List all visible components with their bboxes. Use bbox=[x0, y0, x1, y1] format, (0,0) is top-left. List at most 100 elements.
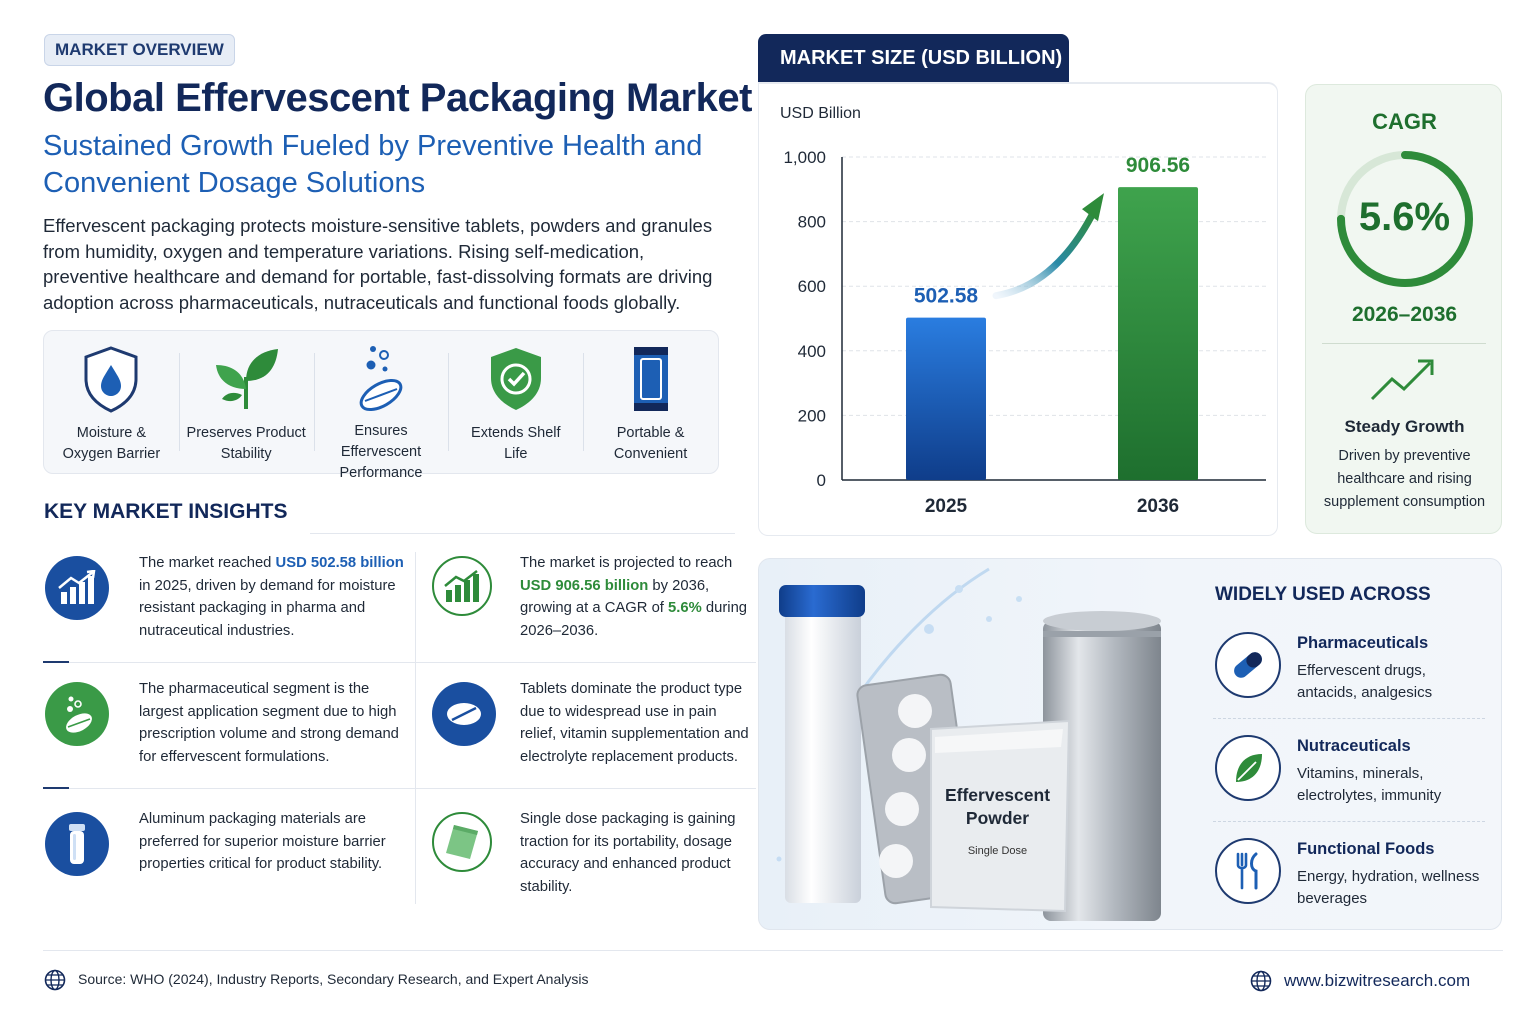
uses-divider bbox=[1213, 821, 1485, 822]
row-accent bbox=[43, 661, 69, 663]
globe-icon bbox=[1250, 970, 1272, 992]
growth-arrow bbox=[992, 207, 1098, 300]
trend-up-icon bbox=[1370, 359, 1434, 401]
capsule-icon bbox=[1215, 632, 1281, 698]
sachet-label: Effervescent Powder bbox=[944, 785, 1051, 828]
fizzing-tablet-icon bbox=[45, 682, 109, 746]
feature-shelf-life: Extends Shelf Life bbox=[448, 331, 583, 473]
highlight-cagr: 5.6% bbox=[668, 600, 702, 616]
aluminum-can bbox=[1043, 611, 1161, 921]
use-pharmaceuticals: Pharmaceuticals Effervescent drugs, anta… bbox=[1215, 632, 1485, 730]
chart-title-tab: MARKET SIZE (USD BILLION) bbox=[758, 34, 1069, 82]
sachet-icon bbox=[432, 812, 492, 872]
bar-2025 bbox=[906, 317, 986, 480]
leaf-icon bbox=[1215, 735, 1281, 801]
use-heading: Functional Foods bbox=[1297, 840, 1435, 858]
cagr-panel: CAGR 5.6% 2026–2036 Steady Growth Driven… bbox=[1305, 84, 1502, 534]
insight-aluminum: Aluminum packaging materials are preferr… bbox=[45, 794, 415, 916]
shield-check-icon bbox=[480, 343, 552, 415]
growth-arrow-head bbox=[1082, 193, 1104, 222]
use-nutraceuticals: Nutraceuticals Vitamins, minerals, elect… bbox=[1215, 735, 1485, 833]
cagr-ring bbox=[1337, 151, 1473, 287]
y-tick-label: 800 bbox=[798, 213, 826, 232]
use-description: Energy, hydration, wellness beverages bbox=[1297, 868, 1480, 907]
highlight-value: USD 906.56 billion bbox=[520, 577, 649, 594]
insight-text: Aluminum packaging materials are preferr… bbox=[139, 811, 386, 872]
highlight-value: USD 502.58 billion bbox=[275, 555, 404, 571]
y-tick-label: 1,000 bbox=[783, 148, 826, 167]
feature-portable: Portable & Convenient bbox=[583, 331, 718, 473]
bar-value-label: 502.58 bbox=[914, 285, 979, 308]
use-description: Vitamins, minerals, electrolytes, immuni… bbox=[1297, 765, 1442, 804]
cagr-value: 5.6% bbox=[1358, 195, 1451, 239]
feature-performance: Ensures Effervescent Performance bbox=[313, 331, 449, 481]
use-heading: Nutraceuticals bbox=[1297, 737, 1411, 755]
section-divider bbox=[310, 533, 735, 534]
footer-divider bbox=[43, 950, 1503, 951]
feature-label: Extends Shelf Life bbox=[471, 425, 561, 462]
x-tick-label: 2036 bbox=[1137, 496, 1179, 517]
insight-tablets: Tablets dominate the product type due to… bbox=[432, 664, 756, 786]
feature-label: Portable & Convenient bbox=[613, 425, 688, 462]
page-title: Global Effervescent Packaging Market bbox=[43, 76, 752, 120]
insight-text: Single dose packaging is gaining tractio… bbox=[520, 811, 736, 895]
market-overview-badge: MARKET OVERVIEW bbox=[44, 34, 235, 66]
feature-label: Preserves Product Stability bbox=[186, 425, 306, 462]
feature-label: Ensures Effervescent Performance bbox=[339, 423, 423, 481]
insight-market-2036: The market is projected to reach USD 906… bbox=[432, 538, 756, 660]
y-tick-label: 600 bbox=[798, 277, 826, 296]
insight-text: The market reached USD 502.58 billion in… bbox=[139, 555, 404, 639]
page-subtitle: Sustained Growth Fueled by Preventive He… bbox=[43, 130, 703, 199]
x-tick-label: 2025 bbox=[925, 496, 968, 517]
use-functional-foods: Functional Foods Energy, hydration, well… bbox=[1215, 838, 1485, 936]
feature-strip: Moisture & Oxygen Barrier Preserves Prod… bbox=[43, 330, 719, 481]
fork-knife-icon bbox=[1215, 838, 1281, 904]
y-tick-label: 200 bbox=[798, 406, 826, 425]
tablet-tube bbox=[779, 585, 865, 903]
insight-text: The pharmaceutical segment is the larges… bbox=[139, 681, 399, 765]
insight-pharma-segment: The pharmaceutical segment is the larges… bbox=[45, 664, 415, 786]
cagr-heading: Steady Growth bbox=[1344, 417, 1465, 436]
sachet-sublabel: Single Dose bbox=[967, 845, 1028, 857]
feature-label: Moisture & Oxygen Barrier bbox=[62, 425, 161, 462]
insight-text: The market is projected to reach USD 906… bbox=[520, 555, 748, 639]
product-illustration bbox=[776, 567, 1161, 921]
source-note: Source: WHO (2024), Industry Reports, Se… bbox=[78, 971, 589, 987]
feature-stability: Preserves Product Stability bbox=[178, 331, 314, 473]
use-description: Effervescent drugs, antacids, analgesics bbox=[1297, 662, 1433, 701]
cagr-title: CAGR bbox=[1372, 109, 1437, 134]
aluminum-tube-icon bbox=[45, 812, 109, 876]
uses-divider bbox=[1213, 718, 1485, 719]
bar-2036 bbox=[1118, 187, 1198, 480]
row-divider bbox=[43, 662, 756, 663]
globe-icon bbox=[44, 969, 66, 991]
applications-panel bbox=[758, 558, 1502, 930]
row-divider bbox=[43, 788, 756, 789]
cagr-divider bbox=[1322, 343, 1486, 344]
leaf-plant-icon bbox=[210, 343, 282, 415]
uses-section-title: WIDELY USED ACROSS bbox=[1215, 584, 1431, 605]
insights-section-title: KEY MARKET INSIGHTS bbox=[44, 500, 288, 523]
column-divider bbox=[415, 552, 416, 904]
intro-paragraph: Effervescent packaging protects moisture… bbox=[43, 215, 713, 313]
powder-sachet bbox=[930, 719, 1071, 913]
row-accent bbox=[43, 787, 69, 789]
use-heading: Pharmaceuticals bbox=[1297, 634, 1429, 652]
cagr-ring-progress bbox=[1337, 151, 1473, 287]
y-axis-label: USD Billion bbox=[780, 105, 861, 122]
y-tick-label: 400 bbox=[798, 342, 826, 361]
website-link[interactable]: www.bizwitresearch.com bbox=[1284, 971, 1471, 990]
shield-drop-icon bbox=[75, 343, 147, 415]
bar-growth-icon bbox=[45, 556, 109, 620]
cagr-description: Driven by preventive healthcare and risi… bbox=[1323, 448, 1486, 510]
tablet-icon bbox=[432, 682, 496, 746]
market-size-chart: USD Billion 0 200 400 600 800 1,000 502.58 2025 9… bbox=[780, 105, 1266, 517]
insight-text: Tablets dominate the product type due to… bbox=[520, 681, 749, 765]
bar-growth-green-icon bbox=[432, 556, 492, 616]
cagr-period: 2026–2036 bbox=[1351, 303, 1458, 326]
y-tick-label: 0 bbox=[817, 471, 826, 490]
bar-value-label: 906.56 bbox=[1126, 154, 1190, 177]
fizzing-tablet-icon bbox=[345, 343, 417, 413]
feature-moisture-barrier: Moisture & Oxygen Barrier bbox=[44, 331, 179, 473]
insight-single-dose: Single dose packaging is gaining tractio… bbox=[432, 794, 756, 916]
